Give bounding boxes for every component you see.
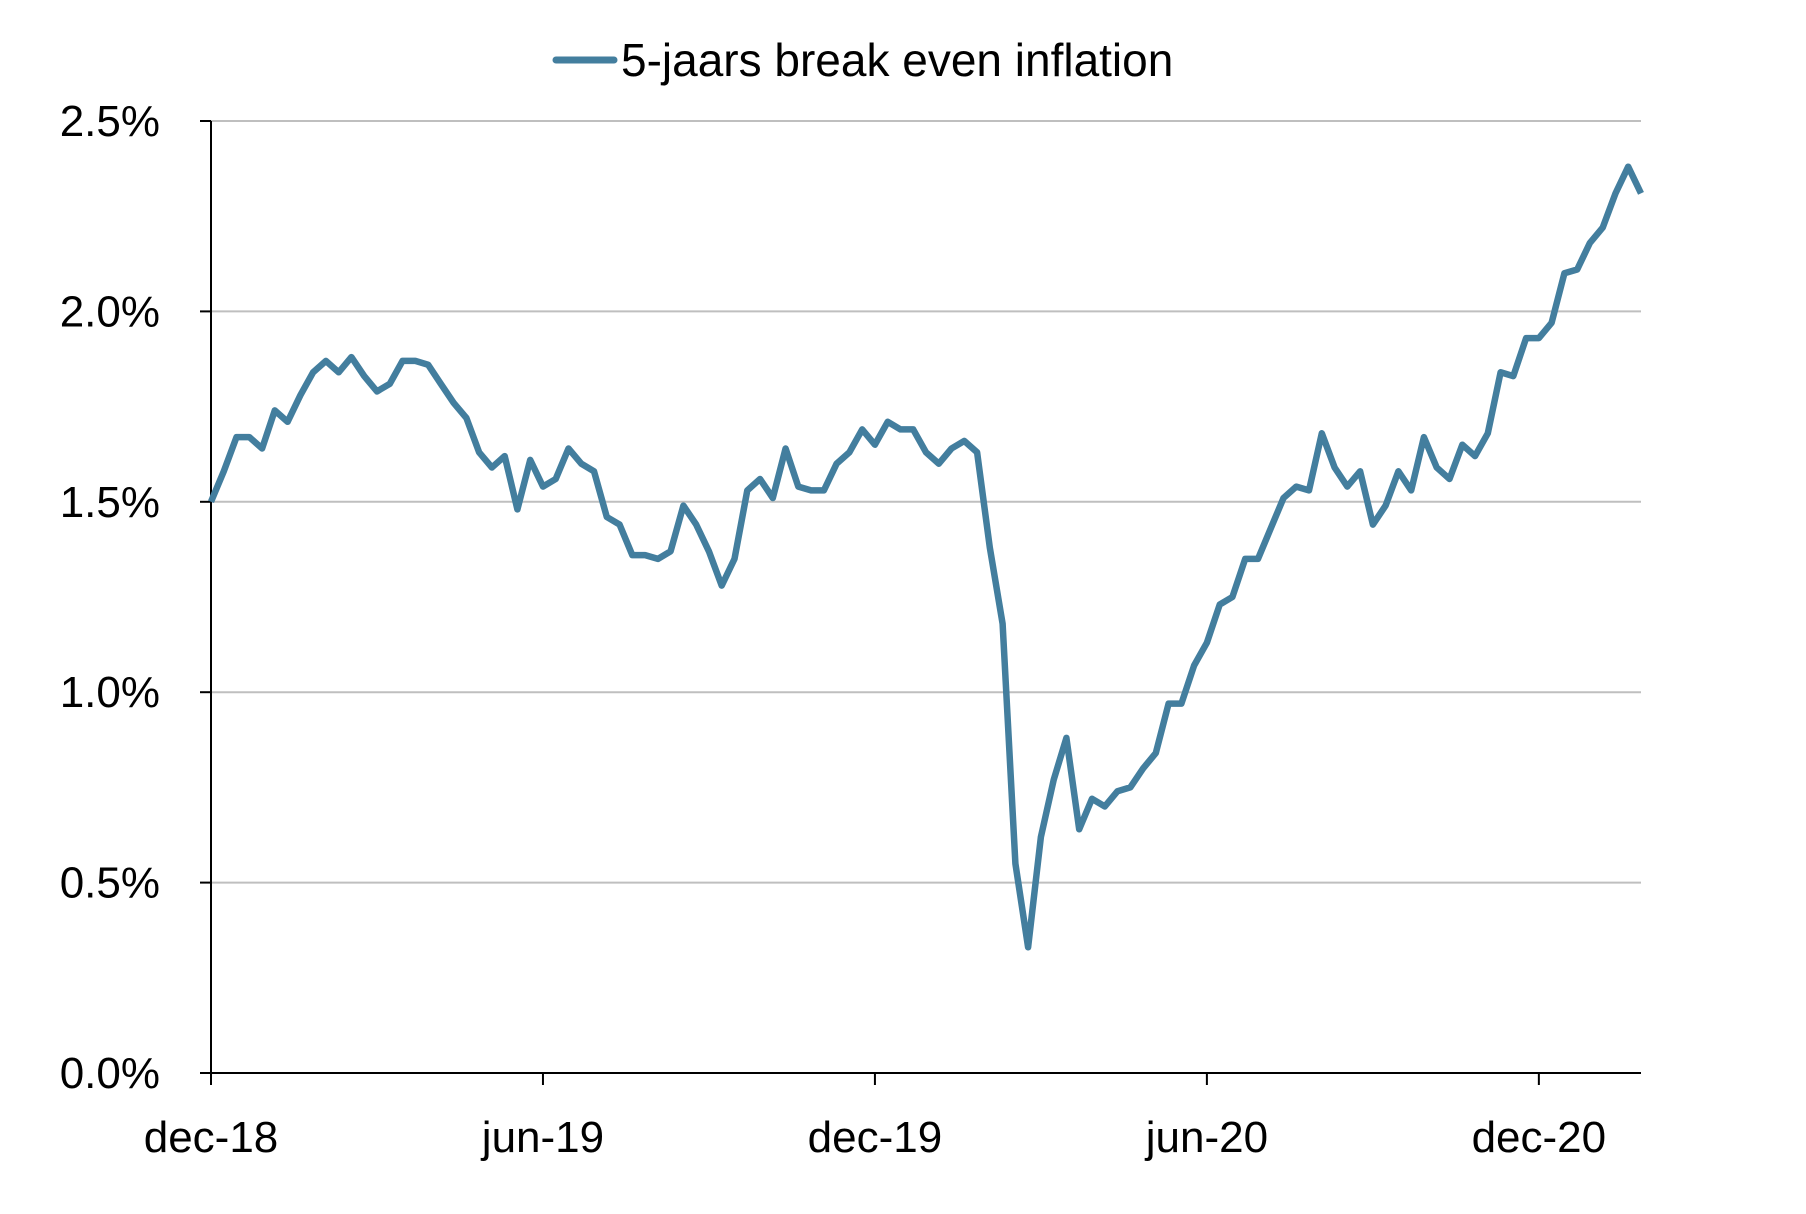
- y-tick-label: 2.0%: [60, 287, 160, 336]
- y-tick-label: 2.5%: [60, 97, 160, 146]
- x-tick-label: jun-19: [480, 1113, 604, 1162]
- y-tick-label: 1.5%: [60, 478, 160, 527]
- series-layer: [208, 163, 1644, 951]
- x-tick-label: dec-19: [808, 1113, 943, 1162]
- y-gridlines: [211, 120, 1641, 884]
- y-tick-label: 0.5%: [60, 859, 160, 908]
- x-tick-label: dec-20: [1472, 1113, 1607, 1162]
- x-tick-label: dec-18: [144, 1113, 279, 1162]
- tick-labels: 0.0% 0.5% 1.0% 1.5% 2.0% 2.5% dec-18 jun-19 dec-…: [60, 97, 1606, 1162]
- y-tick-label: 1.0%: [60, 668, 160, 717]
- legend-label: 5-jaars break even inflation: [621, 34, 1173, 86]
- axes: [200, 120, 1641, 1085]
- series-line: [208, 163, 1644, 951]
- legend: 5-jaars break even inflation: [552, 34, 1173, 86]
- x-tick-label: jun-20: [1144, 1113, 1268, 1162]
- y-tick-label: 0.0%: [60, 1049, 160, 1098]
